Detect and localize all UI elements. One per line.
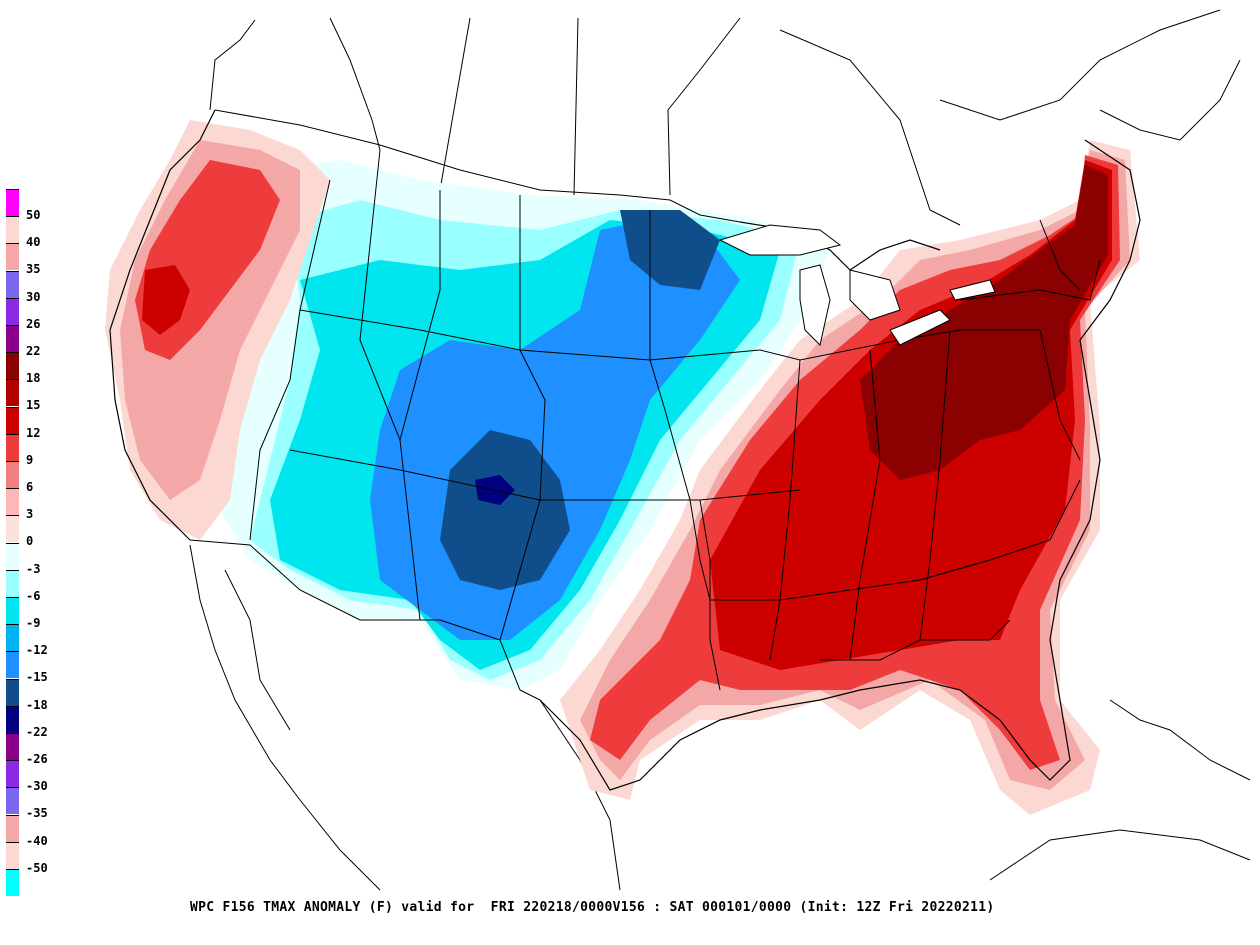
- legend-swatch: [6, 841, 19, 869]
- legend-label: 26: [26, 316, 41, 331]
- legend-swatch: [6, 787, 19, 815]
- legend-swatch: [6, 651, 19, 679]
- legend-swatch: [6, 869, 19, 896]
- boundary-lines: [189, 109, 1101, 701]
- legend-swatch: [6, 760, 19, 788]
- legend-swatch: [6, 814, 19, 842]
- legend-label: 0: [26, 534, 34, 549]
- legend-label: 9: [26, 452, 34, 467]
- legend-label: -35: [26, 806, 48, 821]
- legend-label: -18: [26, 697, 48, 712]
- west-mid-zone: [142, 265, 190, 335]
- legend-label: 35: [26, 262, 41, 277]
- legend-label: 18: [26, 371, 41, 386]
- warm-anomaly-fill: [560, 140, 1140, 815]
- west-warm-fill: [105, 120, 330, 540]
- lake-michigan: [799, 264, 831, 346]
- legend-swatch: [6, 488, 19, 516]
- great-lakes: [718, 224, 996, 346]
- legend-swatch: [6, 406, 19, 434]
- legend-label: -22: [26, 724, 48, 739]
- legend-label: 15: [26, 398, 41, 413]
- cool-strong-zone: [440, 430, 570, 590]
- legend-label: -6: [26, 588, 41, 603]
- legend-swatch: [6, 352, 19, 380]
- legend-label: -15: [26, 670, 48, 685]
- legend-swatch: [6, 569, 19, 597]
- legend-label: 40: [26, 235, 41, 250]
- legend-swatch: [6, 461, 19, 488]
- legend-label: -50: [26, 860, 48, 875]
- legend-swatch: [6, 733, 19, 760]
- legend-label: 22: [26, 344, 41, 358]
- legend-swatch: [6, 189, 19, 216]
- legend-label: -3: [26, 561, 41, 576]
- legend-label: -40: [26, 833, 48, 848]
- legend-label: -30: [26, 779, 48, 794]
- legend-swatch: [6, 624, 19, 652]
- legend-swatch: [6, 270, 19, 298]
- lake-huron: [849, 269, 901, 321]
- legend-swatch: [6, 515, 19, 543]
- legend-swatch: [6, 678, 19, 706]
- legend-swatch: [6, 705, 19, 733]
- cool-anomaly-fill: [200, 160, 830, 690]
- lake-erie: [889, 309, 951, 346]
- legend-swatch: [6, 379, 19, 407]
- legend-swatch: [6, 542, 19, 570]
- legend-label: -26: [26, 752, 48, 766]
- legend-label: -12: [26, 643, 48, 658]
- legend-label: 6: [26, 480, 34, 494]
- legend-label: 12: [26, 425, 41, 440]
- legend-label: 30: [26, 289, 41, 304]
- legend-swatch: [6, 597, 19, 624]
- background-geography: [189, 9, 1251, 891]
- warm-strong-zone: [860, 165, 1108, 480]
- legend-swatch: [6, 297, 19, 325]
- legend-label: 50: [26, 208, 41, 222]
- legend-label: 3: [26, 507, 34, 522]
- cool-strong-zone-north: [620, 210, 720, 290]
- lake-superior: [718, 224, 842, 256]
- legend-swatch: [6, 325, 19, 352]
- legend-swatch: [6, 433, 19, 461]
- legend-swatch: [6, 216, 19, 244]
- legend-swatch: [6, 243, 19, 271]
- legend-label: -9: [26, 616, 41, 630]
- map-caption: WPC F156 TMAX ANOMALY (F) valid for FRI …: [190, 900, 995, 915]
- lake-ontario: [949, 279, 996, 301]
